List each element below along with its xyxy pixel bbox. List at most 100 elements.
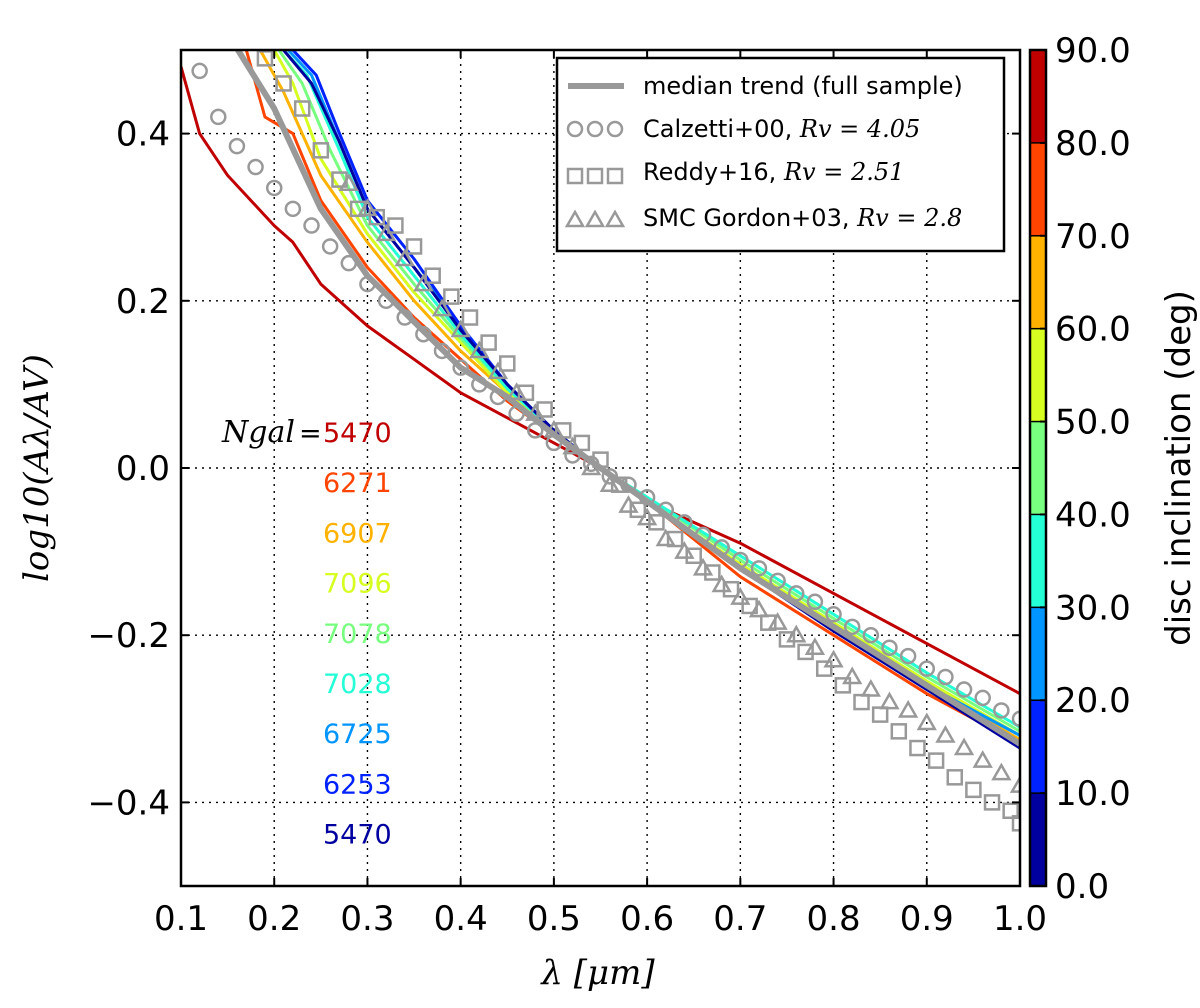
x-tick-label: 0.7 [713,899,767,939]
calzetti-point [265,179,283,197]
colorbar-tick-label: 70.0 [1055,217,1131,257]
reddy-point [890,723,908,740]
legend-box [555,56,1006,253]
gordon-point [431,298,453,317]
calzetti-point [601,468,619,485]
ngal-value: 6271 [323,468,392,499]
plot-markers [191,50,1020,832]
reddy-point [909,739,926,757]
gordon-point [338,173,359,192]
calzetti-point [377,292,395,310]
gordon-point [991,762,1012,781]
ngal-label: Ngal [221,415,295,450]
reddy-point [461,309,479,326]
gordon-point [599,474,620,492]
reddy-point [368,208,386,226]
gordon-point [487,361,509,380]
reddy-point [256,50,274,67]
calzetti-point [862,626,880,644]
y-tick-label: 0.0 [116,449,170,489]
calzetti-point [694,526,712,544]
y-tick-label: 0.2 [116,282,170,322]
y-tick-label: −0.2 [87,616,170,656]
colorbar-frame [1028,48,1048,888]
gordon-point [394,248,415,267]
colorbar-tick-label: 90.0 [1055,31,1131,71]
calzetti-point [396,309,413,326]
colorbar-title: disc inclination (deg) [1159,290,1199,646]
colorbar-segment [1030,793,1046,887]
ngal-value: 7096 [323,569,392,600]
x-tick-label: 0.3 [340,899,394,939]
calzetti-point [620,476,637,493]
legend-label-median: median trend (full sample) [643,72,963,100]
ngal-value: 6725 [323,719,392,750]
colorbar-segment [1030,50,1046,144]
calzetti-point [974,689,991,707]
gordon-point [506,382,527,401]
calzetti-point [993,702,1010,719]
calzetti-point [918,660,936,677]
y-tick-label: −0.4 [87,783,170,823]
gordon-point [692,557,714,576]
reddy-point [405,238,423,255]
reddy-point [499,355,516,372]
series-line [244,50,1020,746]
gordon-point [375,223,397,242]
calzetti-point [228,137,246,155]
calzetti-point [247,158,264,176]
calzetti-point [321,238,339,255]
gordon-point [469,340,490,359]
reddy-point [443,288,460,305]
gordon-point [897,699,919,718]
calzetti-point [340,254,358,272]
calzetti-point [955,681,973,698]
gordon-point [916,712,937,731]
gordon-point [674,541,695,559]
gordon-point [972,750,993,768]
calzetti-point [433,342,451,360]
gordon-point [935,725,956,743]
calzetti-point [303,217,320,234]
colorbar-tick-label: 20.0 [1055,681,1131,721]
calzetti-point [210,108,227,126]
gordon-point [953,737,975,756]
gordon-point [711,574,732,593]
gordon-point [823,649,844,668]
gordon-point [860,679,881,697]
gordon-point [1009,775,1020,793]
reddy-point [778,631,796,648]
colorbar-segment [1030,235,1046,330]
calzetti-point [769,572,786,590]
calzetti-point [937,668,954,686]
x-tick-label: 0.9 [900,899,954,939]
reddy-point [965,781,982,799]
legend-circle-markers [566,120,624,138]
ngal-value: 5470 [323,820,392,851]
reddy-point [312,142,330,159]
colorbar-segment [1030,514,1046,608]
legend-label-gordon: SMC Gordon+03, Rv = 2.8 [643,204,962,232]
reddy-point [871,706,889,723]
colorbar: 0.0 10.0 20.0 30.0 40.0 50.0 60.0 70.0 80.0 90.0 [1028,31,1131,907]
reddy-point [685,547,702,565]
x-axis-title: λ [μm] [539,953,655,993]
ngal-value: 6907 [323,518,392,549]
calzetti-point [489,388,507,406]
reddy-point [834,677,852,694]
reddy-point [275,75,292,92]
reddy-point [983,794,1001,811]
legend: median trend (full sample) Calzetti+00, … [555,56,1006,253]
series-line [181,66,1020,696]
gordon-point [636,507,658,526]
gordon-point [413,273,434,292]
calzetti-point [657,501,675,519]
calzetti-point [359,275,376,293]
colorbar-tick-label: 80.0 [1055,124,1131,164]
gordon-point [357,198,378,217]
axis-ticks: 0.1 0.2 0.3 0.4 0.5 0.6 0.7 0.8 0.9 1.0 −0.4 −0.2 0.… [87,50,1047,939]
calzetti-point [526,422,544,439]
calzetti-point [638,489,656,506]
colorbar-segment [1030,421,1046,515]
reddy-point [629,501,647,519]
